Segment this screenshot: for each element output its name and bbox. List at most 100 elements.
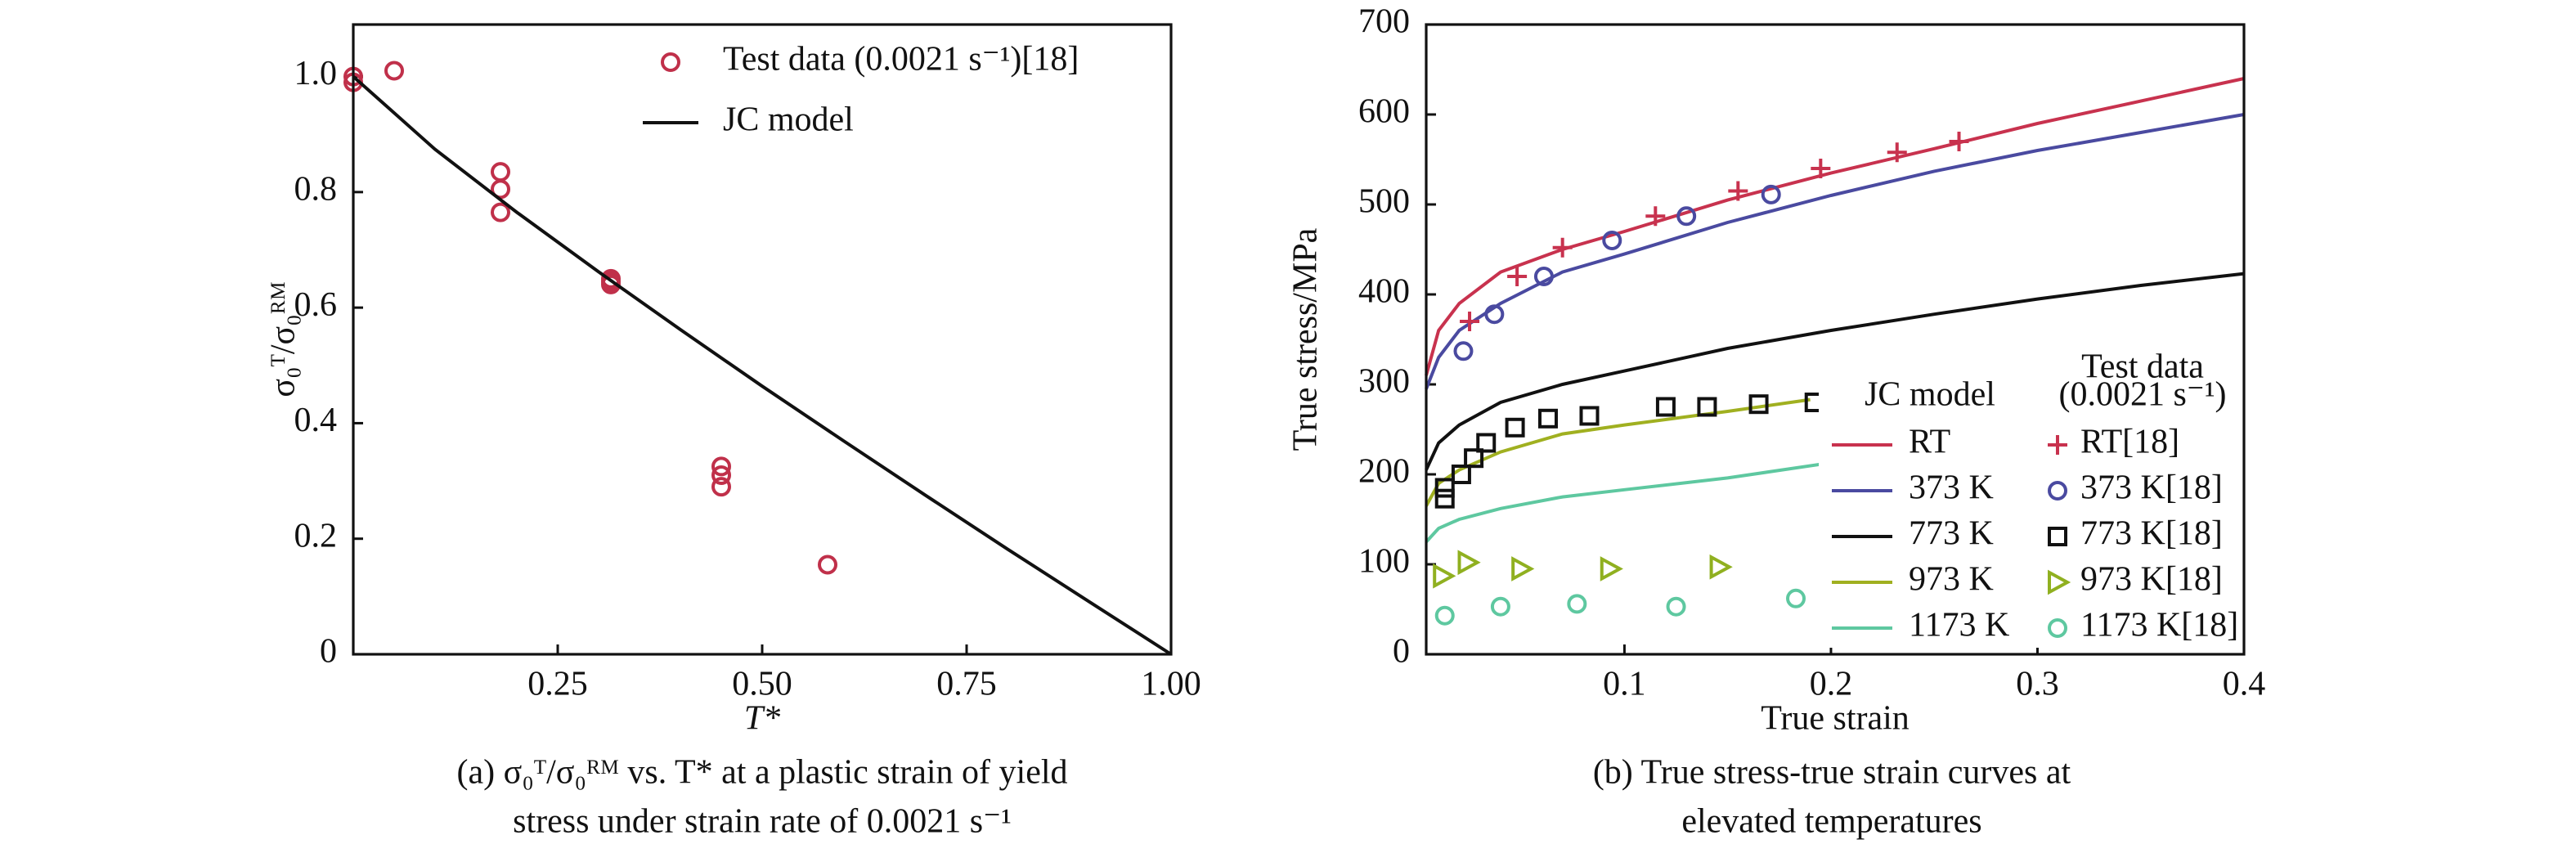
- data-point: [1537, 408, 1558, 429]
- x-tick-label: 0.1: [1603, 666, 1646, 703]
- data-point: [1697, 397, 1717, 417]
- y-tick-label: 0.2: [294, 517, 338, 554]
- data-point: [1476, 433, 1497, 453]
- y-tick-label: 500: [1358, 183, 1410, 221]
- x-tick-label: 0.4: [2223, 666, 2266, 703]
- data-point: [1464, 448, 1484, 469]
- y-tick-label: 200: [1358, 453, 1410, 491]
- y-tick-label: 0: [1393, 633, 1410, 671]
- data-point: [711, 465, 731, 486]
- data-point: [1811, 159, 1831, 178]
- y-tick-label: 300: [1358, 363, 1410, 401]
- data-point: [1552, 237, 1573, 258]
- legend-label: 973 K: [1909, 561, 1994, 599]
- legend-label: RT: [1909, 424, 1950, 461]
- y-tick-label: 0.6: [294, 286, 338, 324]
- legend-label: JC model: [723, 101, 854, 139]
- legend-header: (0.0021 s⁻¹): [2058, 376, 2226, 414]
- y-tick-label: 600: [1358, 93, 1410, 131]
- y-tick-label: 1.0: [294, 55, 338, 92]
- data-point: [1579, 406, 1600, 426]
- legend-label: 1173 K: [1909, 607, 2009, 644]
- y-tick-label: 700: [1358, 3, 1410, 41]
- data-point: [1451, 465, 1471, 484]
- data-point: [1887, 142, 1907, 163]
- x-axis-label: True strain: [1761, 700, 1910, 738]
- jc-curve: [1425, 77, 2245, 376]
- legend-marker: [2048, 569, 2071, 595]
- data-point: [1600, 556, 1623, 581]
- axes-frame: [1425, 23, 2246, 656]
- legend-box: [1819, 347, 2241, 648]
- data-point: [1511, 556, 1535, 581]
- legend-label: 1173 K[18]: [2080, 607, 2238, 644]
- data-point: [1484, 304, 1505, 325]
- y-tick-label: 100: [1358, 543, 1410, 581]
- y-tick-label: 400: [1358, 273, 1410, 311]
- data-point: [1645, 206, 1666, 227]
- legend-header: Test data: [2081, 348, 2204, 386]
- legend-label: 373 K: [1909, 469, 1994, 507]
- y-tick-label: 0: [320, 633, 337, 671]
- axes-frame: [352, 23, 1173, 656]
- data-point: [1434, 478, 1455, 498]
- legend-label: RT[18]: [2080, 424, 2179, 461]
- data-point: [1434, 605, 1455, 626]
- x-tick-label: 0.25: [527, 666, 588, 703]
- data-point: [1533, 267, 1554, 286]
- legend-marker: [2048, 527, 2067, 546]
- data-point: [1655, 397, 1676, 417]
- data-point: [1457, 550, 1481, 576]
- data-point: [384, 61, 404, 81]
- caption: stress under strain rate of 0.0021 s⁻¹: [513, 803, 1012, 841]
- data-point: [1434, 488, 1455, 509]
- legend-header: JC model: [1865, 376, 1995, 414]
- data-point: [1949, 132, 1969, 151]
- data-point: [491, 179, 510, 200]
- data-point: [1507, 267, 1528, 286]
- data-point: [1748, 394, 1769, 415]
- data-point: [1761, 184, 1781, 204]
- y-tick-label: 0.4: [294, 402, 338, 439]
- data-point: [491, 162, 510, 182]
- caption: elevated temperatures: [1681, 803, 1981, 841]
- jc-curve: [1425, 113, 2245, 390]
- data-point: [711, 456, 731, 477]
- data-point: [818, 554, 837, 575]
- data-point: [1786, 588, 1806, 608]
- data-point: [1453, 341, 1474, 361]
- jc-curve: [1425, 460, 1832, 543]
- caption: (b) True stress-true strain curves at: [1593, 754, 2071, 792]
- legend-marker: [661, 52, 680, 72]
- jc-curve: [352, 75, 1173, 656]
- data-point: [1505, 417, 1525, 438]
- caption: (a) σ₀ᵀ/σ₀ᴿᴹ vs. T* at a plastic strain …: [456, 754, 1067, 792]
- legend-label: 773 K[18]: [2080, 515, 2223, 553]
- data-point: [1460, 312, 1480, 331]
- legend-label: 773 K: [1909, 515, 1994, 553]
- legend-label: 973 K[18]: [2080, 561, 2223, 599]
- legend-marker: [2048, 618, 2067, 638]
- x-tick-label: 0.50: [732, 666, 792, 703]
- data-point: [1666, 596, 1686, 617]
- x-tick-label: 0.75: [936, 666, 997, 703]
- x-tick-label: 1.00: [1141, 666, 1201, 703]
- x-tick-label: 0.2: [1810, 666, 1853, 703]
- data-point: [1709, 554, 1733, 580]
- legend-label: Test data (0.0021 s⁻¹)[18]: [723, 41, 1079, 79]
- data-point: [1602, 231, 1622, 250]
- y-axis-label: σ₀ᵀ/σ₀ᴿᴹ: [265, 281, 303, 397]
- jc-curve: [1425, 272, 2245, 471]
- y-axis-label: True stress/MPa: [1287, 227, 1325, 451]
- data-point: [1728, 181, 1748, 201]
- data-point: [1490, 596, 1510, 617]
- legend-marker: [2048, 435, 2067, 455]
- x-axis-label: T*: [744, 700, 780, 738]
- y-tick-label: 0.8: [294, 171, 338, 209]
- data-point: [1676, 206, 1697, 227]
- data-point: [1567, 594, 1587, 614]
- x-tick-label: 0.3: [2016, 666, 2059, 703]
- data-point: [711, 477, 731, 497]
- legend-marker: [2048, 481, 2067, 501]
